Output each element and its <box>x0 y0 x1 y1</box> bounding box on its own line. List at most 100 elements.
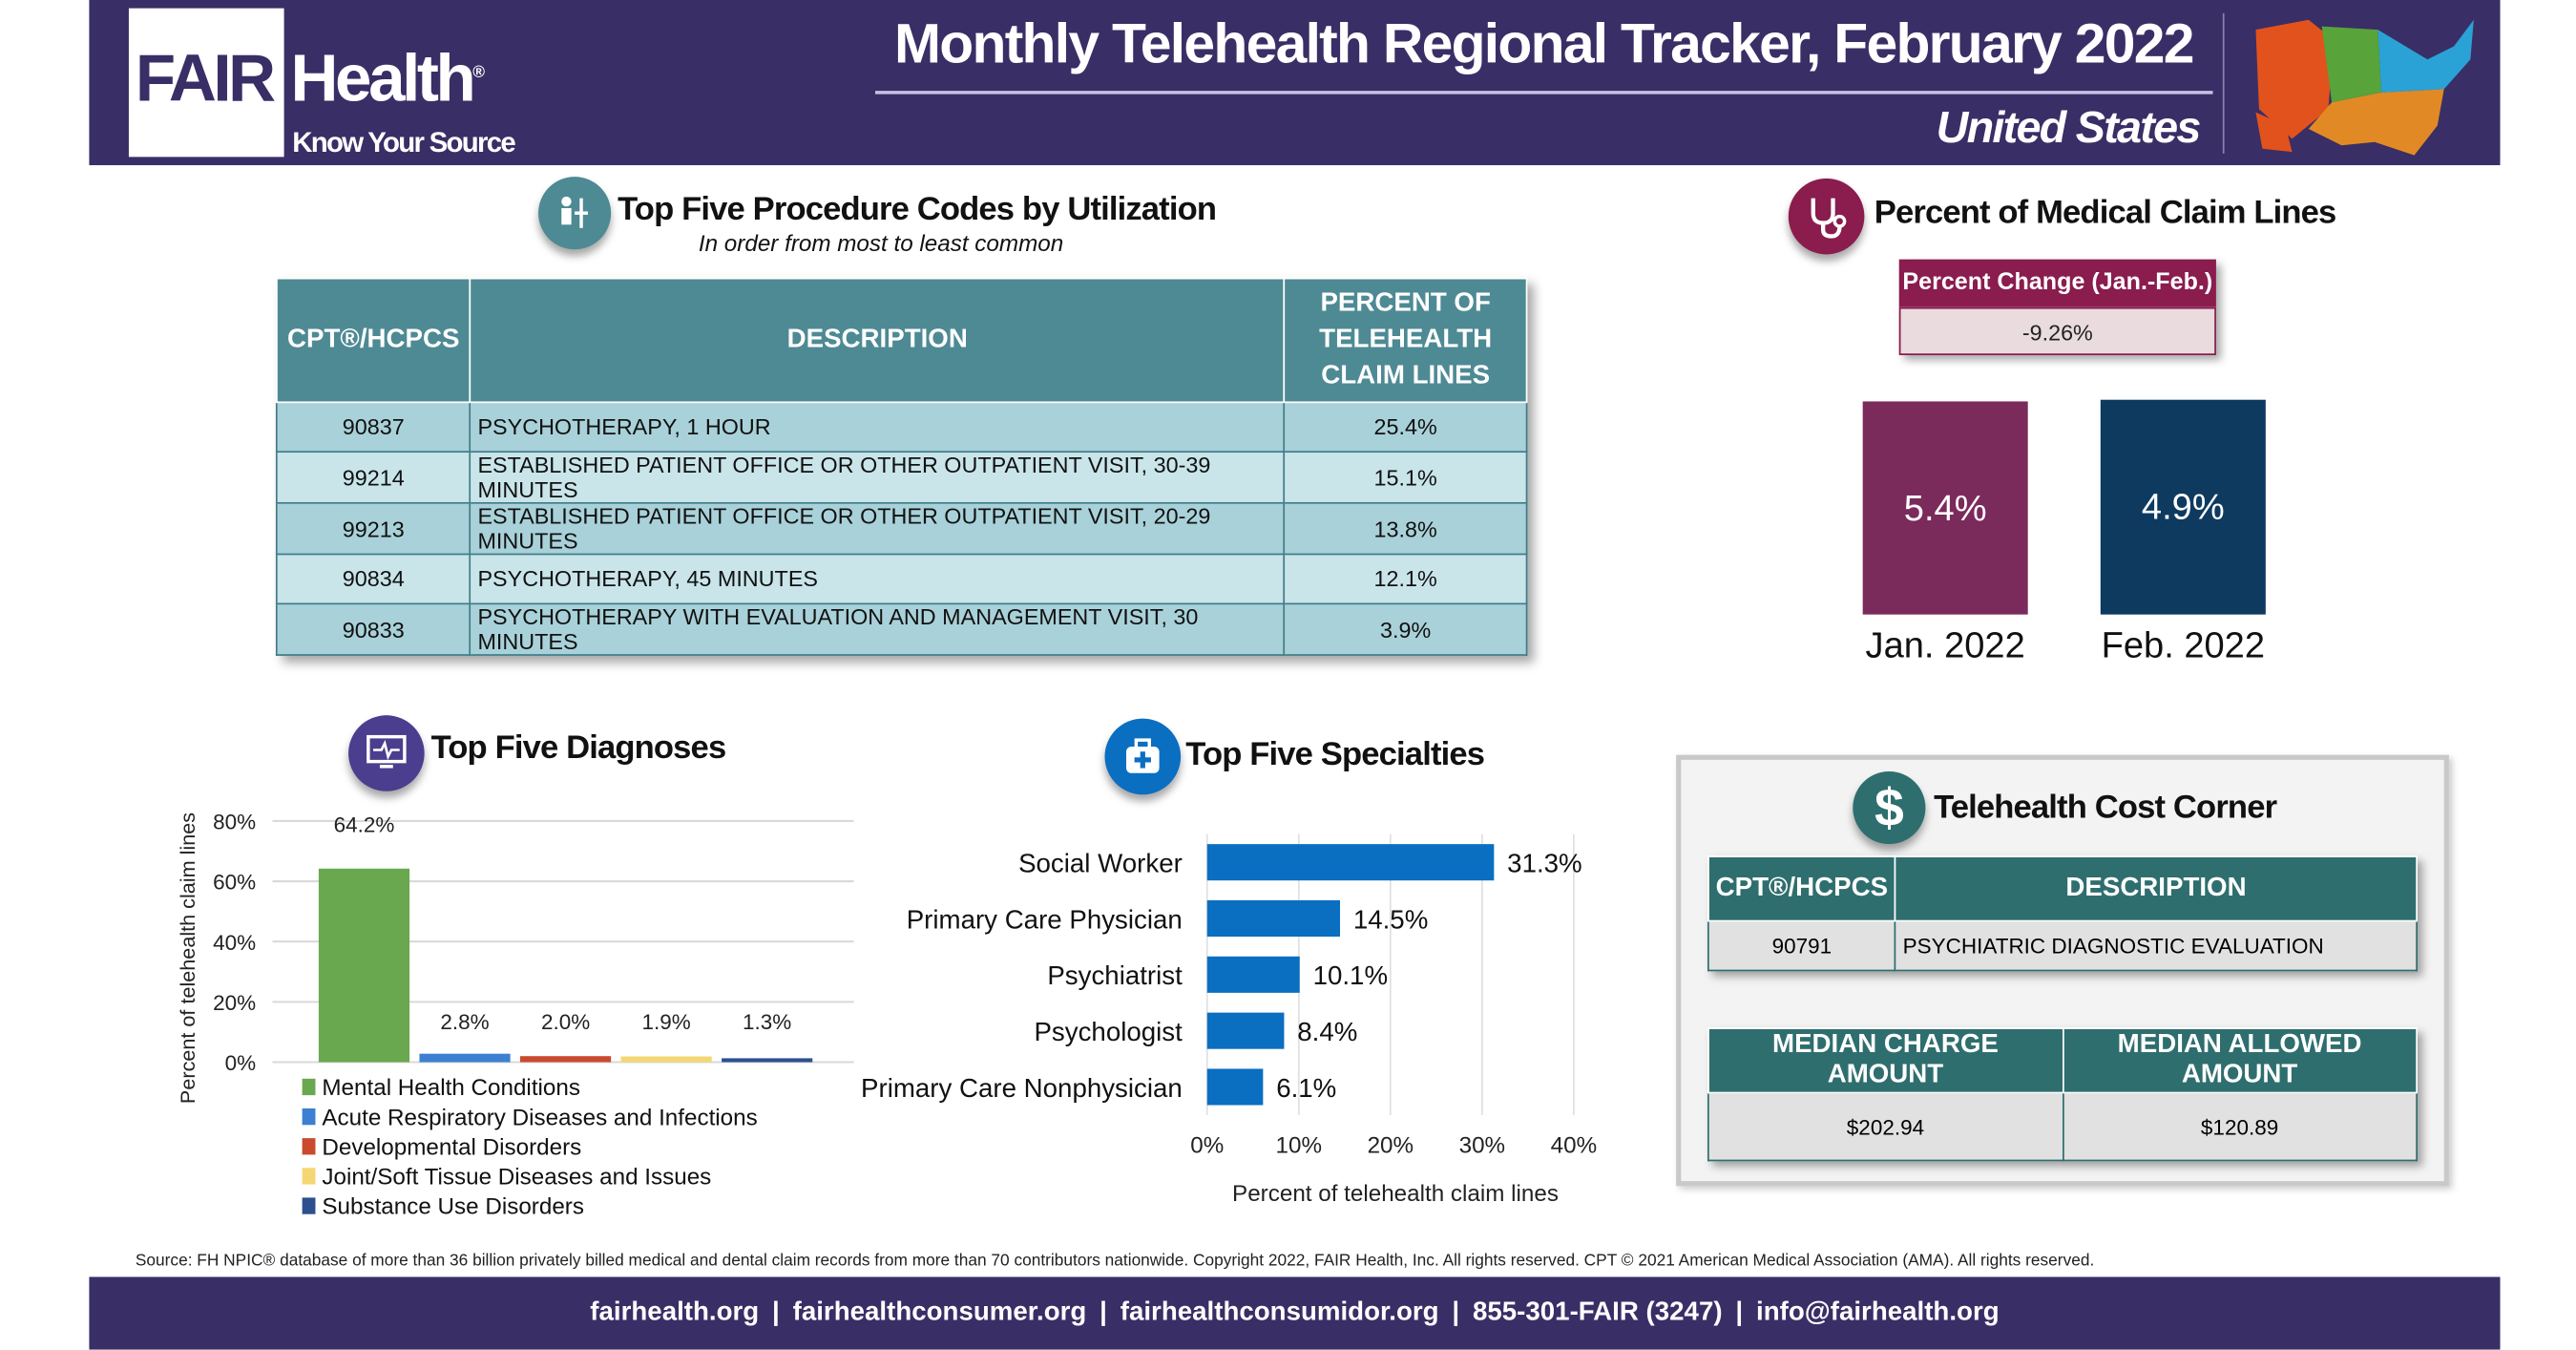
monitor-heartbeat-icon <box>348 715 425 791</box>
column-header: CPT®/HCPCS <box>275 277 471 404</box>
cell-description: PSYCHOTHERAPY, 45 MINUTES <box>469 553 1286 605</box>
data-label: 1.9% <box>642 1010 691 1034</box>
stethoscope-glyph <box>1811 198 1847 239</box>
cell-percent: 15.1% <box>1283 451 1528 504</box>
jan-value: 5.4% <box>1903 486 1987 528</box>
bar <box>1206 899 1341 938</box>
cell-percent: 13.8% <box>1283 501 1528 556</box>
bar <box>620 1056 712 1063</box>
cell-code: 90834 <box>275 553 471 605</box>
y-tick-label: 20% <box>213 991 256 1015</box>
source-note: Source: FH NPIC® database of more than 3… <box>135 1252 2095 1271</box>
bar <box>1206 1012 1285 1049</box>
legend-swatch <box>302 1107 316 1126</box>
footer-link[interactable]: fairhealth.org <box>590 1297 760 1327</box>
legend-swatch <box>302 1138 316 1155</box>
separator: | <box>1100 1297 1107 1327</box>
cell-description: ESTABLISHED PATIENT OFFICE OR OTHER OUTP… <box>469 501 1286 556</box>
cost-code-table: CPT®/HCPCS DESCRIPTION 90791 PSYCHIATRIC D… <box>1707 855 2419 972</box>
divider <box>875 91 2213 95</box>
specialties-chart: 0% 10% 20% 30% 40% Percent of telehealth clai… <box>861 833 1597 1207</box>
column-header: DESCRIPTION <box>469 277 1286 404</box>
data-label: 31.3% <box>1507 849 1581 878</box>
x-tick-label: 30% <box>1459 1133 1505 1159</box>
legend-label: Developmental Disorders <box>322 1134 581 1160</box>
footer-link[interactable]: info@fairhealth.org <box>1756 1297 2000 1327</box>
percent-change-label: Percent Change (Jan.-Feb.) <box>1898 259 2216 307</box>
bar <box>419 1053 511 1063</box>
page-title: Monthly Telehealth Regional Tracker, Feb… <box>894 12 2194 76</box>
separator: | <box>1452 1297 1460 1327</box>
percent-claims-title: Percent of Medical Claim Lines <box>1874 195 2337 232</box>
column-header: CPT®/HCPCS <box>1707 855 1896 922</box>
legend-label: Substance Use Disorders <box>322 1194 584 1220</box>
percent-change-box: Percent Change (Jan.-Feb.) -9.26% <box>1898 259 2216 355</box>
category-label: Psychiatrist <box>1047 960 1183 990</box>
logo-fair: FAIR <box>135 42 276 116</box>
jan-bar: 5.4% <box>1862 401 2028 615</box>
cost-description: PSYCHIATRIC DIAGNOSTIC EVALUATION <box>1894 919 2419 972</box>
legend-label: Joint/Soft Tissue Diseases and Issues <box>322 1165 711 1191</box>
feb-bar: 4.9% <box>2100 399 2266 615</box>
cost-amount-table: MEDIAN CHARGE AMOUNT MEDIAN ALLOWED AMOUN… <box>1707 1027 2419 1162</box>
legend-swatch <box>302 1078 316 1096</box>
medical-kit-icon <box>1104 718 1182 795</box>
table-row: 99213 ESTABLISHED PATIENT OFFICE OR OTHER… <box>275 501 1528 556</box>
data-label: 2.8% <box>440 1010 489 1034</box>
stethoscope-icon <box>1788 178 1865 255</box>
data-label: 6.1% <box>1276 1073 1336 1103</box>
category-label: Primary Care Physician <box>907 904 1183 934</box>
logo-health: Health® <box>290 42 486 117</box>
legend-label: Acute Respiratory Diseases and Infection… <box>322 1105 757 1130</box>
x-axis-label: Percent of telehealth claim lines <box>1232 1181 1559 1207</box>
data-label: 10.1% <box>1313 960 1388 990</box>
cell-description: PSYCHOTHERAPY WITH EVALUATION AND MANAGE… <box>469 602 1286 656</box>
cell-percent: 25.4% <box>1283 401 1528 454</box>
cell-code: 99213 <box>275 501 471 556</box>
table-row: 90833 PSYCHOTHERAPY WITH EVALUATION AND M… <box>275 602 1528 656</box>
legend-swatch <box>302 1168 316 1185</box>
medical-kit-glyph <box>1125 738 1160 773</box>
median-allowed: $120.89 <box>2062 1091 2419 1162</box>
cell-code: 90833 <box>275 602 471 656</box>
bar <box>1206 956 1300 993</box>
x-tick-label: 0% <box>1190 1133 1224 1159</box>
bar <box>318 868 410 1063</box>
bar <box>722 1058 813 1063</box>
y-tick-label: 0% <box>225 1051 257 1075</box>
logo-reg: ® <box>472 63 485 82</box>
footer-link[interactable]: fairhealthconsumer.org <box>792 1297 1087 1327</box>
legend-swatch <box>302 1197 316 1214</box>
table-row: 99214 ESTABLISHED PATIENT OFFICE OR OTHER… <box>275 451 1528 504</box>
cell-code: 90837 <box>275 401 471 454</box>
category-label: Social Worker <box>1018 849 1183 878</box>
specialties-title: Top Five Specialties <box>1185 736 1485 773</box>
column-header: PERCENT OF TELEHEALTH CLAIM LINES <box>1283 277 1528 404</box>
table-row: 90834 PSYCHOTHERAPY, 45 MINUTES 12.1% <box>275 553 1528 605</box>
footer-link[interactable]: fairhealthconsumidor.org <box>1120 1297 1439 1327</box>
x-tick-label: 20% <box>1368 1133 1414 1159</box>
divider <box>2222 12 2225 154</box>
column-header: MEDIAN CHARGE AMOUNT <box>1707 1027 2063 1094</box>
cell-percent: 3.9% <box>1283 602 1528 656</box>
monitor-glyph <box>367 734 407 769</box>
column-header: DESCRIPTION <box>1894 855 2419 922</box>
y-tick-label: 40% <box>213 931 256 955</box>
x-tick-label: 10% <box>1276 1133 1322 1159</box>
median-charge: $202.94 <box>1707 1091 2063 1162</box>
cost-corner-title: Telehealth Cost Corner <box>1934 790 2277 827</box>
cell-description: ESTABLISHED PATIENT OFFICE OR OTHER OUTP… <box>469 451 1286 504</box>
logo-health-text: Health <box>290 42 476 116</box>
data-label: 64.2% <box>334 813 395 837</box>
feb-label: Feb. 2022 <box>2101 624 2266 666</box>
bar <box>1206 844 1495 881</box>
y-tick-label: 80% <box>213 811 256 834</box>
diagnoses-chart: 0% 20% 40% 60% 80% Percent of telehealth clai… <box>176 811 854 1220</box>
footer-link[interactable]: 855-301-FAIR (3247) <box>1472 1297 1723 1327</box>
column-header: MEDIAN ALLOWED AMOUNT <box>2062 1027 2419 1094</box>
procedures-title: Top Five Procedure Codes by Utilization <box>618 191 1217 228</box>
bar <box>520 1056 612 1063</box>
category-label: Psychologist <box>1034 1017 1183 1046</box>
table-row: 90837 PSYCHOTHERAPY, 1 HOUR 25.4% <box>275 401 1528 454</box>
feb-value: 4.9% <box>2141 485 2225 527</box>
